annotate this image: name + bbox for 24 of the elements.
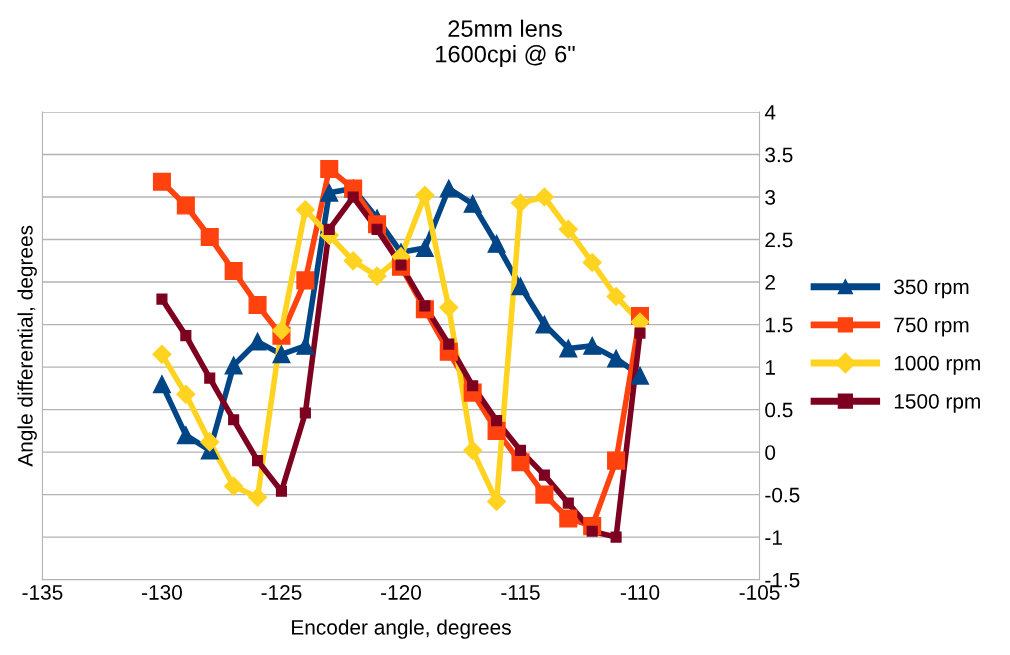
x-tick-label: -135 xyxy=(22,585,63,600)
x-tick-label: -120 xyxy=(381,585,422,600)
x-tick-label: -110 xyxy=(620,585,660,600)
x-tick-label: -130 xyxy=(142,585,182,600)
y-tick-label: 1.5 xyxy=(765,317,793,333)
legend-label: 1000 rpm xyxy=(894,355,980,375)
y-tick-label: 0 xyxy=(765,445,776,460)
y-tick-label: 2.5 xyxy=(765,232,793,248)
y-tick-label: -0.5 xyxy=(765,487,800,503)
legend-label: 1500 rpm xyxy=(894,393,980,413)
x-tick-label: -115 xyxy=(501,585,540,600)
legend-label: 350 rpm xyxy=(894,279,969,299)
y-tick-label: 0.5 xyxy=(765,402,793,418)
y-tick-label: 2 xyxy=(765,275,775,290)
y-tick-label: 1 xyxy=(765,360,775,375)
y-tick-label: 4 xyxy=(764,105,776,120)
x-axis-title: Encoder angle, degrees xyxy=(292,619,511,639)
y-tick-label: 3.5 xyxy=(765,147,793,163)
y-tick-label: -1 xyxy=(765,530,782,545)
y-axis-title: Angle differential, degrees xyxy=(17,225,37,467)
x-tick-label: -125 xyxy=(261,585,302,600)
legend-label: 750 rpm xyxy=(894,317,969,337)
y-tick-label: 3 xyxy=(765,190,776,205)
chart-title: 25mm lens 1600cpi @ 6" xyxy=(436,19,575,68)
